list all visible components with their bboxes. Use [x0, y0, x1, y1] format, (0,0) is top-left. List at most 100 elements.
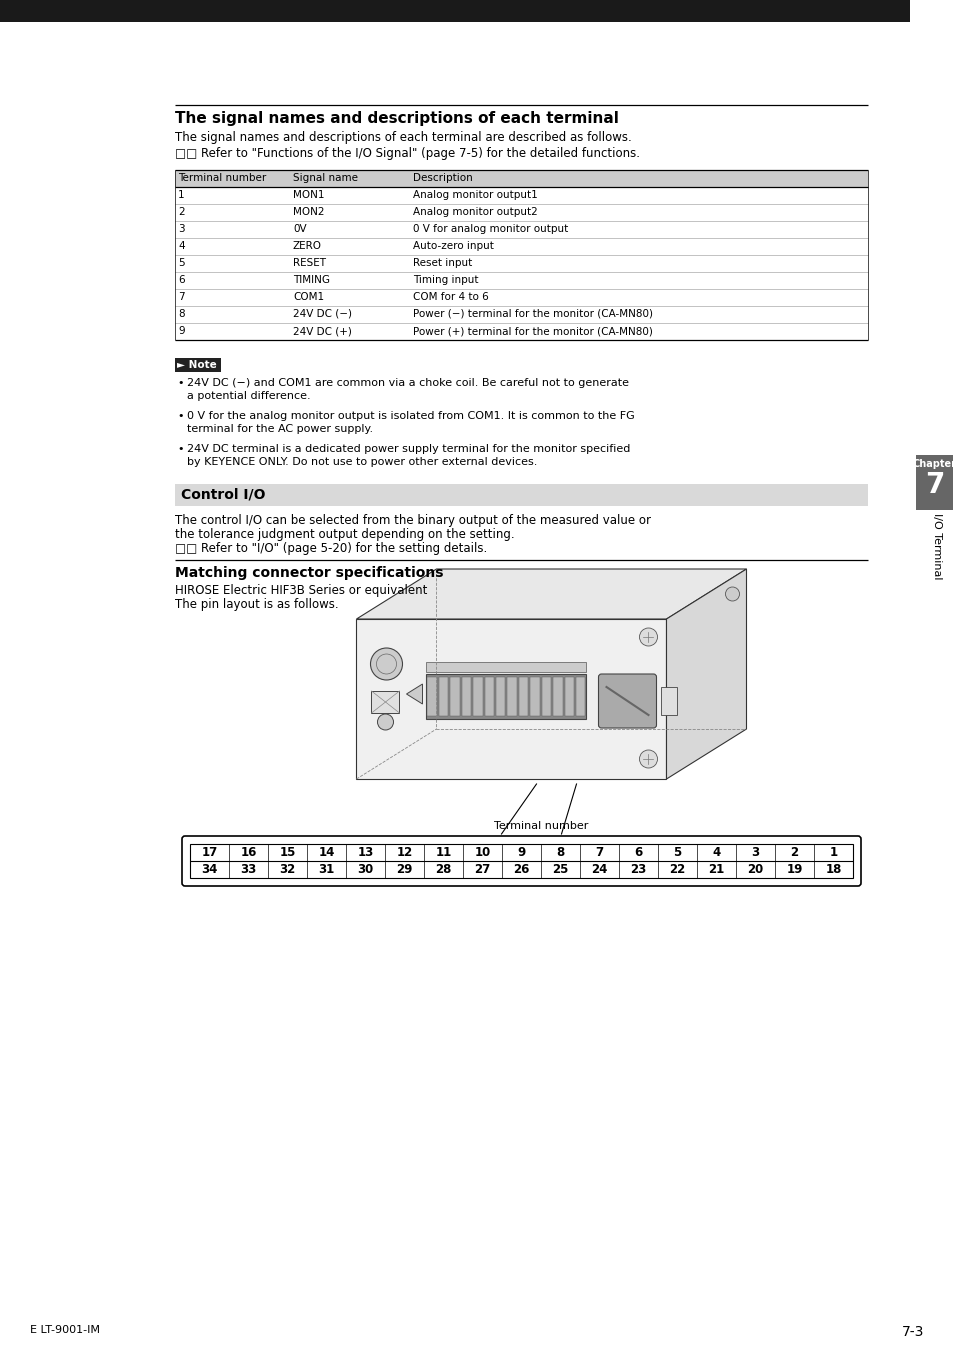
Text: 2: 2: [790, 847, 798, 859]
Text: Terminal number: Terminal number: [178, 173, 266, 183]
Polygon shape: [356, 569, 745, 619]
Text: 12: 12: [395, 847, 413, 859]
Text: 7: 7: [178, 293, 185, 302]
Bar: [518, 677, 528, 716]
Text: the tolerance judgment output depending on the setting.: the tolerance judgment output depending …: [174, 528, 514, 541]
Bar: [484, 677, 494, 716]
Text: 7: 7: [924, 470, 943, 499]
Text: TIMING: TIMING: [293, 275, 330, 284]
Circle shape: [639, 749, 657, 768]
Text: The control I/O can be selected from the binary output of the measured value or: The control I/O can be selected from the…: [174, 514, 650, 527]
Text: 8: 8: [178, 309, 185, 319]
Text: by KEYENCE ONLY. Do not use to power other external devices.: by KEYENCE ONLY. Do not use to power oth…: [187, 457, 537, 466]
Text: □□ Refer to "Functions of the I/O Signal" (page 7-5) for the detailed functions.: □□ Refer to "Functions of the I/O Signal…: [174, 147, 639, 160]
Polygon shape: [666, 569, 745, 779]
FancyBboxPatch shape: [598, 674, 656, 728]
Text: 13: 13: [357, 847, 374, 859]
Text: 27: 27: [474, 863, 490, 876]
Text: 2: 2: [178, 208, 185, 217]
Text: Analog monitor output1: Analog monitor output1: [413, 190, 537, 200]
Text: •: •: [177, 443, 183, 454]
Text: 28: 28: [435, 863, 451, 876]
Bar: [426, 674, 586, 718]
Text: 1: 1: [178, 190, 185, 200]
Text: Terminal number: Terminal number: [494, 821, 588, 830]
Text: 9: 9: [178, 326, 185, 336]
Text: Power (+) terminal for the monitor (CA-MN80): Power (+) terminal for the monitor (CA-M…: [413, 326, 652, 336]
Text: 3: 3: [178, 224, 185, 235]
Text: 25: 25: [552, 863, 568, 876]
Text: COM for 4 to 6: COM for 4 to 6: [413, 293, 488, 302]
Bar: [496, 677, 505, 716]
Text: Control I/O: Control I/O: [181, 488, 265, 501]
Text: COM1: COM1: [293, 293, 324, 302]
Bar: [530, 677, 539, 716]
Bar: [507, 677, 517, 716]
Text: 11: 11: [435, 847, 451, 859]
Bar: [541, 677, 551, 716]
Text: 6: 6: [634, 847, 642, 859]
Text: 18: 18: [824, 863, 841, 876]
Text: 24V DC terminal is a dedicated power supply terminal for the monitor specified: 24V DC terminal is a dedicated power sup…: [187, 443, 630, 454]
Circle shape: [370, 648, 402, 679]
Text: 6: 6: [178, 275, 185, 284]
Text: 14: 14: [318, 847, 335, 859]
Text: 26: 26: [513, 863, 529, 876]
Text: The signal names and descriptions of each terminal: The signal names and descriptions of eac…: [174, 111, 618, 125]
Bar: [426, 662, 586, 673]
Text: 21: 21: [708, 863, 724, 876]
Text: Description: Description: [413, 173, 473, 183]
Text: •: •: [177, 411, 183, 421]
Text: 16: 16: [240, 847, 256, 859]
Text: ► Note: ► Note: [177, 360, 216, 369]
Polygon shape: [356, 619, 666, 779]
Bar: [0, 0, 909, 22]
Text: Power (−) terminal for the monitor (CA-MN80): Power (−) terminal for the monitor (CA-M…: [413, 309, 652, 319]
Text: Timing input: Timing input: [413, 275, 478, 284]
Bar: [174, 359, 221, 372]
Text: Auto-zero input: Auto-zero input: [413, 241, 494, 251]
Bar: [427, 677, 436, 716]
Text: •: •: [177, 377, 183, 388]
Text: Signal name: Signal name: [293, 173, 357, 183]
Circle shape: [724, 586, 739, 601]
FancyBboxPatch shape: [190, 844, 852, 878]
Bar: [564, 677, 574, 716]
Text: Reset input: Reset input: [413, 257, 472, 268]
Bar: [438, 677, 448, 716]
Text: 31: 31: [318, 863, 335, 876]
Text: Analog monitor output2: Analog monitor output2: [413, 208, 537, 217]
Text: terminal for the AC power supply.: terminal for the AC power supply.: [187, 425, 373, 434]
Text: 24: 24: [591, 863, 607, 876]
Text: MON1: MON1: [293, 190, 324, 200]
Text: □□ Refer to "I/O" (page 5-20) for the setting details.: □□ Refer to "I/O" (page 5-20) for the se…: [174, 542, 487, 555]
Bar: [473, 677, 482, 716]
Text: 34: 34: [201, 863, 217, 876]
Text: 8: 8: [556, 847, 564, 859]
Text: 19: 19: [785, 863, 801, 876]
Bar: [174, 170, 867, 187]
Text: HIROSE Electric HIF3B Series or equivalent: HIROSE Electric HIF3B Series or equivale…: [174, 584, 427, 597]
Text: Matching connector specifications: Matching connector specifications: [174, 566, 443, 580]
Bar: [576, 677, 585, 716]
Text: a potential difference.: a potential difference.: [187, 391, 311, 400]
Text: 5: 5: [673, 847, 680, 859]
Text: 17: 17: [201, 847, 217, 859]
Text: 3: 3: [751, 847, 759, 859]
Bar: [553, 677, 562, 716]
Circle shape: [639, 628, 657, 646]
FancyBboxPatch shape: [182, 836, 861, 886]
Bar: [371, 692, 399, 713]
Bar: [461, 677, 471, 716]
Text: MON2: MON2: [293, 208, 324, 217]
Text: 0 V for the analog monitor output is isolated from COM1. It is common to the FG: 0 V for the analog monitor output is iso…: [187, 411, 634, 421]
Text: E LT-9001-IM: E LT-9001-IM: [30, 1325, 100, 1335]
Text: The signal names and descriptions of each terminal are described as follows.: The signal names and descriptions of eac…: [174, 131, 631, 144]
Text: ZERO: ZERO: [293, 241, 322, 251]
Text: 0V: 0V: [293, 224, 306, 235]
Text: 32: 32: [279, 863, 295, 876]
Text: 7: 7: [595, 847, 603, 859]
Text: 29: 29: [395, 863, 413, 876]
Text: 10: 10: [474, 847, 490, 859]
Text: 4: 4: [178, 241, 185, 251]
